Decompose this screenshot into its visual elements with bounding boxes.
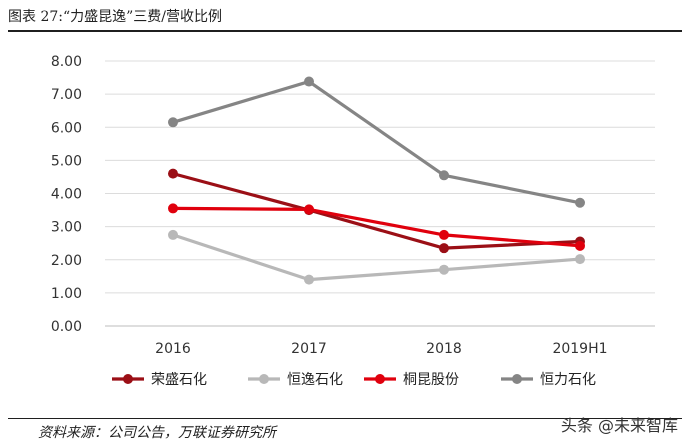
y-axis-ticks: 0.00 1.00 2.00 3.00 4.00 5.00 6.00 7.00 8.00	[51, 54, 82, 335]
data-point	[168, 117, 178, 128]
x-tick-label: 2017	[291, 341, 327, 357]
footer-rule	[8, 418, 682, 419]
x-tick-label: 2019H1	[552, 341, 607, 357]
series-lines	[168, 76, 585, 285]
legend-marker	[259, 374, 269, 384]
series-line	[172, 172, 581, 250]
line-chart: 0.00 1.00 2.00 3.00 4.00 5.00 6.00 7.00 8.00 201…	[51, 54, 655, 388]
x-tick-label: 2018	[426, 341, 462, 357]
y-tick-label: 1.00	[51, 286, 82, 302]
data-point	[168, 168, 178, 179]
data-point	[304, 204, 314, 215]
data-point	[168, 229, 178, 240]
legend-label: 荣盛石化	[151, 372, 207, 388]
y-tick-label: 8.00	[51, 54, 82, 70]
y-tick-label: 5.00	[51, 153, 82, 169]
y-tick-label: 3.00	[51, 220, 82, 236]
y-tick-label: 0.00	[51, 319, 82, 335]
figure-title: 图表 27:“力盛昆逸”三费/营收比例	[8, 4, 682, 32]
data-point	[304, 274, 314, 285]
data-point	[439, 229, 449, 240]
grid-lines	[105, 60, 655, 327]
legend-marker	[123, 374, 133, 384]
legend: 荣盛石化 恒逸石化 桐昆股份 恒力石化	[112, 372, 596, 388]
data-point	[575, 197, 585, 208]
x-axis-ticks: 2016 2017 2018 2019H1	[155, 341, 607, 357]
source-note: 资料来源：公司公告，万联证券研究所	[38, 425, 276, 441]
data-point	[439, 243, 449, 254]
y-tick-label: 4.00	[51, 187, 82, 203]
legend-label: 桐昆股份	[403, 372, 459, 388]
y-tick-label: 2.00	[51, 253, 82, 269]
watermark: 头条 @未来智库	[560, 416, 678, 435]
series-line	[172, 79, 581, 205]
data-point	[575, 240, 585, 251]
x-tick-label: 2016	[155, 341, 191, 357]
series-line	[172, 206, 581, 248]
series-line	[172, 233, 581, 282]
data-point	[439, 170, 449, 181]
legend-label: 恒力石化	[540, 372, 596, 388]
y-tick-label: 7.00	[51, 87, 82, 103]
y-tick-label: 6.00	[51, 120, 82, 136]
legend-label: 恒逸石化	[287, 372, 343, 388]
data-point	[168, 203, 178, 214]
data-point	[304, 76, 314, 87]
legend-marker	[375, 374, 385, 384]
data-point	[575, 254, 585, 265]
data-point	[439, 264, 449, 275]
legend-marker	[512, 374, 522, 384]
